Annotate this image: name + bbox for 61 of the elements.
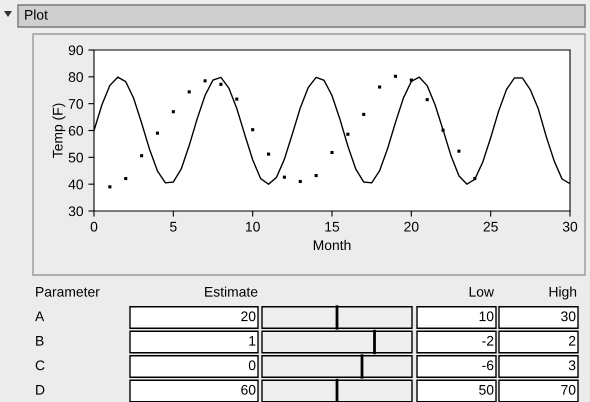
- data-label: 30: [561, 311, 576, 322]
- point: [282, 176, 286, 179]
- point: [156, 132, 160, 135]
- x-tick-label: 0: [90, 222, 98, 232]
- category-label: C: [36, 360, 44, 370]
- point: [378, 85, 382, 89]
- data-label: 0: [248, 360, 256, 370]
- data-label: 70: [561, 384, 576, 395]
- y-tick-label: 60: [68, 126, 84, 136]
- data-label: 1: [249, 336, 256, 346]
- y-tick-label: 50: [68, 152, 84, 163]
- data-label: 10: [480, 311, 494, 322]
- point: [346, 132, 350, 136]
- point: [362, 112, 366, 116]
- point: [330, 150, 334, 154]
- point: [251, 128, 254, 132]
- point: [204, 79, 207, 82]
- x-axis-title: Month: [314, 240, 350, 250]
- data-label: 3: [568, 360, 576, 370]
- point: [426, 98, 429, 102]
- x-tick-label: 20: [404, 222, 419, 232]
- point: [473, 176, 476, 180]
- x-tick-label: 10: [246, 222, 260, 232]
- series-label: Low: [470, 287, 494, 297]
- point: [410, 78, 413, 82]
- point: [219, 82, 222, 86]
- series-label: High: [550, 286, 576, 300]
- point: [457, 150, 460, 153]
- point: [124, 176, 128, 180]
- category-label: B: [36, 336, 44, 346]
- point: [442, 128, 445, 132]
- point: [172, 110, 175, 114]
- point: [235, 98, 238, 101]
- data-label: 2: [568, 336, 576, 346]
- point: [188, 90, 191, 94]
- point: [140, 154, 144, 158]
- y-tick-label: 90: [68, 45, 84, 56]
- category-label: A: [35, 312, 44, 322]
- y-tick-label: 30: [68, 206, 84, 216]
- x-tick-label: 30: [562, 222, 578, 232]
- y-axis-title: Temp (F): [52, 104, 66, 158]
- point: [108, 185, 112, 188]
- data-label: 60: [241, 384, 256, 395]
- chart-title: Plot: [25, 10, 48, 20]
- series-label: Estimate: [205, 286, 258, 297]
- data-label: -2: [482, 336, 494, 346]
- x-tick-label: 15: [325, 222, 340, 232]
- point: [266, 152, 270, 156]
- y-tick-label: 70: [68, 99, 84, 109]
- x-tick-label: 5: [170, 222, 177, 232]
- x-tick-label: 25: [484, 222, 498, 232]
- text: Parameter: [36, 287, 100, 297]
- y-tick-label: 80: [68, 72, 84, 82]
- category-label: D: [36, 385, 44, 395]
- point: [314, 174, 318, 178]
- point: [394, 74, 398, 78]
- data-label: 20: [241, 311, 256, 322]
- y-tick-label: 40: [68, 180, 84, 190]
- data-label: -6: [482, 360, 494, 370]
- data-label: 50: [479, 384, 494, 395]
- point: [298, 180, 302, 184]
